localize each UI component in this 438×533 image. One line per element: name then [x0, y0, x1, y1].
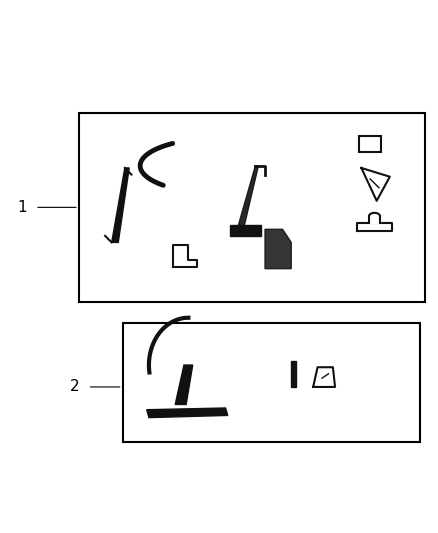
Polygon shape	[369, 216, 380, 223]
Polygon shape	[112, 168, 129, 243]
Bar	[123, 324, 420, 442]
Polygon shape	[238, 166, 258, 227]
Text: 2: 2	[70, 379, 79, 394]
Polygon shape	[147, 408, 228, 418]
Polygon shape	[361, 168, 390, 201]
Polygon shape	[265, 229, 291, 269]
Polygon shape	[173, 245, 197, 266]
Polygon shape	[291, 361, 296, 387]
Polygon shape	[175, 365, 193, 405]
Polygon shape	[357, 223, 392, 231]
Text: 1: 1	[17, 200, 27, 215]
Bar	[359, 136, 381, 152]
Polygon shape	[313, 367, 335, 387]
Bar	[79, 113, 425, 302]
Ellipse shape	[369, 213, 380, 220]
Bar	[230, 225, 261, 236]
